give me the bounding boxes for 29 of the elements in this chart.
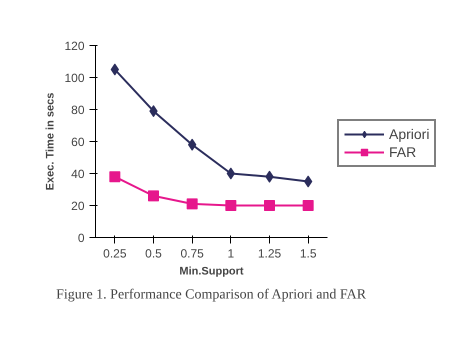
point xyxy=(226,168,235,180)
point xyxy=(186,198,198,210)
point xyxy=(265,170,274,183)
x-tick-label: 1.25 xyxy=(258,246,282,260)
point xyxy=(109,171,120,182)
point xyxy=(304,176,312,188)
x-tick-label: 1 xyxy=(227,246,234,260)
caption: Figure 1. Performance Comparison of Apriori and FAR xyxy=(56,288,367,302)
point xyxy=(302,200,314,211)
x-tick-label: 0.75 xyxy=(180,246,204,260)
y-tick-label: 80 xyxy=(71,103,85,117)
point xyxy=(264,200,275,211)
y-tick-label: 60 xyxy=(71,135,85,149)
legend-label: FAR xyxy=(389,144,416,160)
point xyxy=(148,190,159,202)
x-tick-label: 0.25 xyxy=(103,246,127,260)
y-axis-title: Exec. Time in secs xyxy=(44,92,56,190)
y-tick-label: 100 xyxy=(64,71,85,85)
x-axis-title: Min.Support xyxy=(179,266,244,278)
legend-label: Apriori xyxy=(389,126,430,142)
y-tick-label: 40 xyxy=(71,167,85,181)
point xyxy=(225,200,236,211)
point xyxy=(149,105,158,118)
point xyxy=(110,64,119,76)
y-tick-label: 120 xyxy=(64,39,85,53)
y-tick-label: 0 xyxy=(78,231,85,245)
x-tick-label: 1.5 xyxy=(300,246,317,260)
y-tick-label: 20 xyxy=(71,199,85,213)
x-tick-label: 0.5 xyxy=(145,246,162,260)
